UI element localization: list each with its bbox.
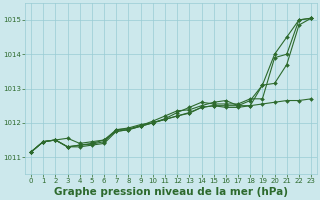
X-axis label: Graphe pression niveau de la mer (hPa): Graphe pression niveau de la mer (hPa) (54, 187, 288, 197)
